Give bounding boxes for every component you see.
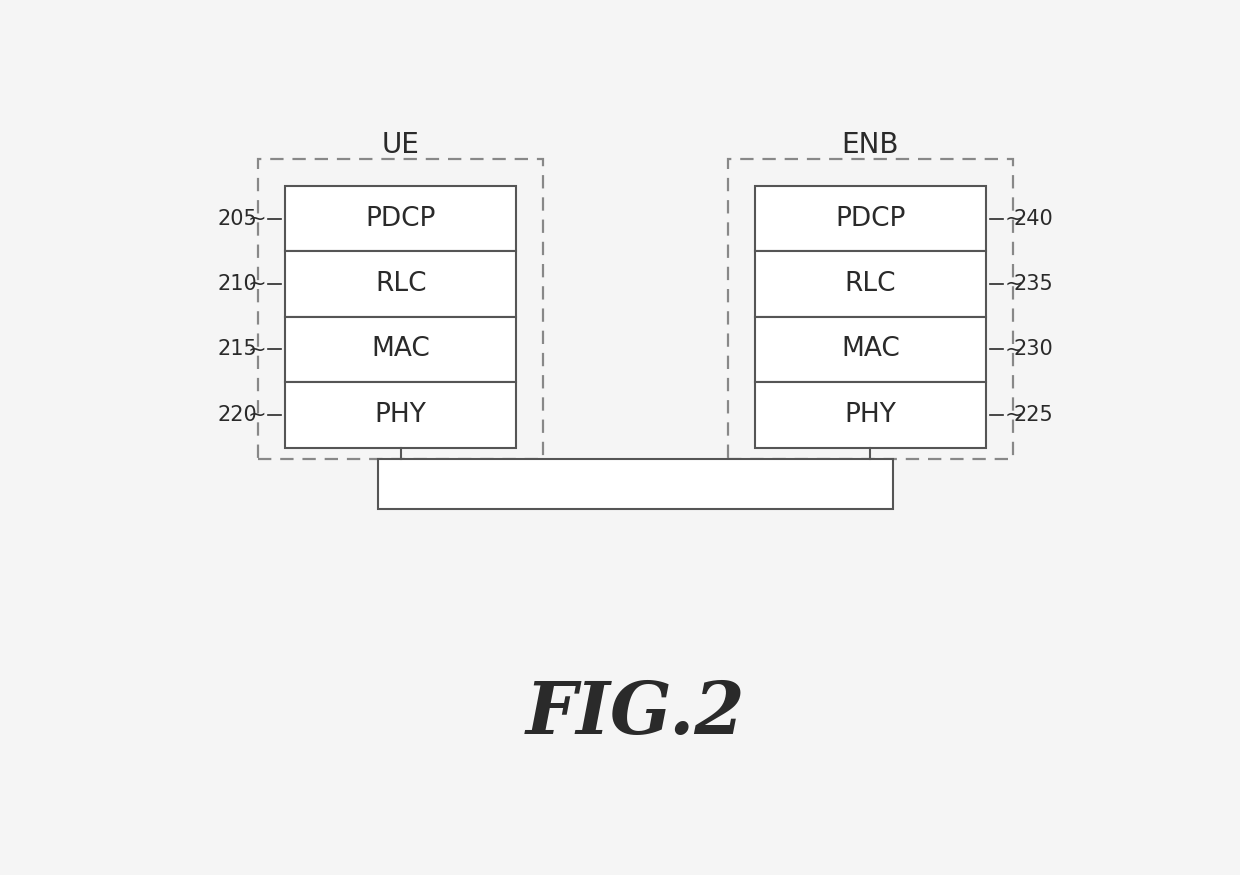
Bar bbox=[285, 251, 516, 317]
Text: ~: ~ bbox=[248, 274, 267, 294]
Text: PDCP: PDCP bbox=[836, 206, 905, 232]
Text: ENB: ENB bbox=[842, 131, 899, 159]
Text: 225: 225 bbox=[1013, 405, 1053, 425]
Text: ~: ~ bbox=[248, 340, 267, 360]
Text: RLC: RLC bbox=[844, 271, 897, 297]
Text: MAC: MAC bbox=[841, 337, 900, 362]
Bar bbox=[377, 459, 894, 509]
Text: 240: 240 bbox=[1013, 208, 1053, 228]
Bar bbox=[755, 382, 986, 448]
Text: PHY: PHY bbox=[374, 402, 427, 428]
Bar bbox=[285, 382, 516, 448]
Text: PDCP: PDCP bbox=[366, 206, 435, 232]
Text: FIG.2: FIG.2 bbox=[526, 678, 745, 749]
Text: PHY: PHY bbox=[844, 402, 897, 428]
Text: ~: ~ bbox=[248, 208, 267, 228]
Bar bbox=[755, 251, 986, 317]
Text: UE: UE bbox=[382, 131, 419, 159]
Bar bbox=[285, 186, 516, 251]
Text: 235: 235 bbox=[1013, 274, 1053, 294]
Bar bbox=[755, 186, 986, 251]
Text: 215: 215 bbox=[218, 340, 258, 360]
Text: 210: 210 bbox=[218, 274, 258, 294]
Text: ~: ~ bbox=[1004, 340, 1023, 360]
Text: MAC: MAC bbox=[371, 337, 430, 362]
Text: RLC: RLC bbox=[374, 271, 427, 297]
Bar bbox=[285, 317, 516, 382]
Text: 205: 205 bbox=[218, 208, 258, 228]
Bar bbox=[728, 159, 1013, 459]
Text: ~: ~ bbox=[1004, 208, 1023, 228]
Bar bbox=[755, 317, 986, 382]
Text: ~: ~ bbox=[248, 405, 267, 425]
Text: ~: ~ bbox=[1004, 405, 1023, 425]
Text: 230: 230 bbox=[1013, 340, 1053, 360]
Text: 220: 220 bbox=[218, 405, 258, 425]
Text: ~: ~ bbox=[1004, 274, 1023, 294]
Bar bbox=[258, 159, 543, 459]
